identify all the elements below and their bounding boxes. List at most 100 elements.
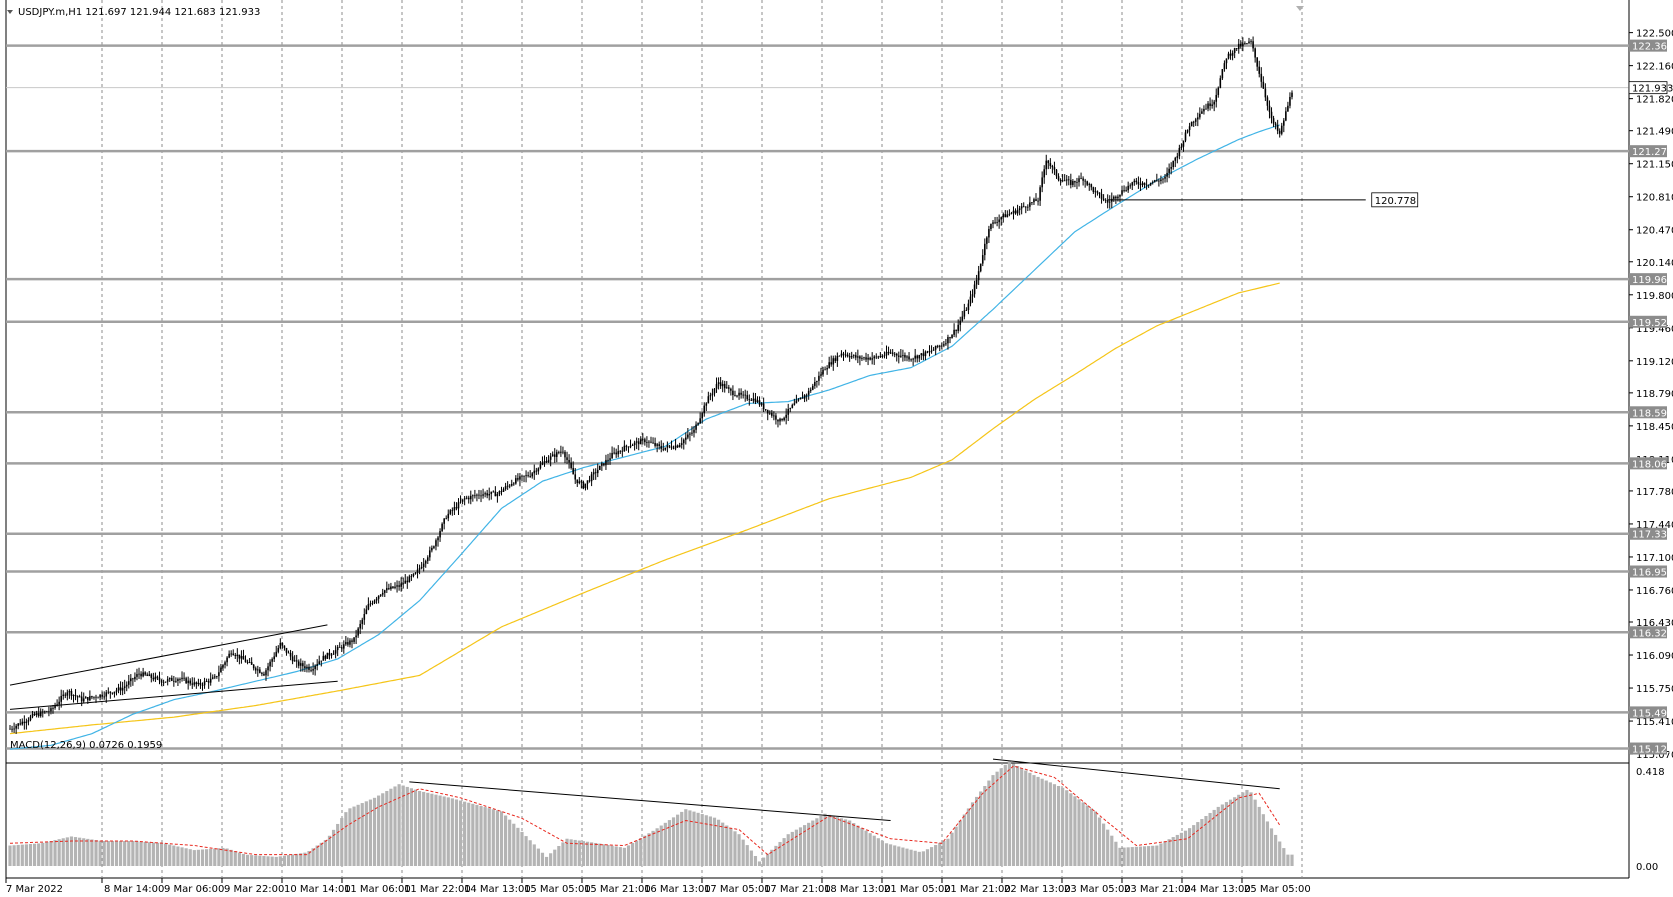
candle-body [752,398,755,401]
candle-body [1244,43,1246,44]
candle [994,217,996,225]
candle [132,677,134,686]
candle-body [984,243,986,256]
macd-bar [884,843,889,866]
candle-body [545,461,548,463]
candle [1024,206,1027,214]
marked-price-label: 120.778 [1375,196,1416,207]
candle [1117,194,1119,202]
candle-body [431,547,433,551]
candle-body [1229,53,1232,56]
candle [316,659,318,671]
candle-body [1254,48,1256,58]
candle [596,463,599,478]
candle-body [1049,163,1052,166]
candle [580,479,583,489]
macd-bar [123,841,127,866]
candle [1018,205,1021,216]
candle-body [357,628,359,636]
candle-body [213,676,216,678]
candle-body [1041,177,1043,188]
macd-bar [1274,834,1278,866]
candle [1129,183,1132,189]
candle-body [1176,156,1179,158]
candle-body [852,355,855,357]
horizontal-levels[interactable] [6,44,1629,750]
candle [744,389,747,402]
candle [768,410,771,415]
candle [113,691,116,698]
candle-body [1227,53,1230,59]
candle [811,383,814,391]
macd-trend-line-0[interactable] [409,781,891,822]
candle [830,355,833,367]
candle [611,446,613,459]
level-label-text: 118.590 [1632,408,1673,419]
candle [1008,209,1011,217]
candle [740,388,742,399]
macd-bar [135,841,139,866]
candle-body [826,368,828,370]
candle [82,692,85,703]
candle-body [508,485,511,487]
candle [64,692,67,699]
candle-body [1225,58,1228,64]
candle [269,659,271,672]
candle [594,468,597,480]
candle [734,390,736,397]
macd-bar [1265,821,1270,866]
candle [222,663,224,671]
candle-body [70,691,73,696]
candle [336,644,339,657]
macd-trend-line-1[interactable] [992,758,1280,790]
candle-body [965,310,968,311]
macd-bar [196,849,201,866]
candle [306,664,308,673]
candle [1002,212,1005,223]
candle-body [1147,184,1150,186]
candle [1119,194,1121,203]
candle-body [678,444,681,448]
candle [396,580,398,593]
trend-line-1[interactable] [9,680,338,710]
candle-body [48,711,50,713]
candle-body [447,513,450,519]
candle [560,445,562,457]
candle-body [758,400,761,405]
candle-body [1119,194,1121,197]
candle [703,402,706,417]
marked-price-box[interactable] [1371,192,1419,208]
candle-body [691,432,693,434]
candle-body [549,456,552,460]
candle-body [941,345,943,347]
macd-bar [78,837,82,866]
macd-bar [770,849,774,866]
candle [957,319,959,334]
candle-body [193,682,196,685]
candle-body [1065,179,1068,181]
candle [390,582,392,591]
candle [1022,202,1025,208]
candle [361,617,364,630]
candle-body [1024,206,1027,208]
collapse-arrow-icon[interactable] [7,10,13,14]
trend-lines-layer[interactable]: 120.778 [9,192,1419,710]
candle-body [887,351,890,354]
trend-line-0[interactable] [9,624,328,686]
candle [1260,67,1263,88]
candle-body [1178,147,1181,157]
time-scale[interactable]: 7 Mar 2022 8 Mar 14:00 9 Mar 06:00 9 Mar 22… [5,878,1311,895]
candle-body [1149,182,1152,185]
shift-marker-icon[interactable] [1296,6,1304,11]
candle-body [1029,202,1031,207]
candle-body [318,661,321,665]
time-tick-label: 15 Mar 05:00 [524,884,591,895]
candle [754,392,757,405]
candle [590,471,593,487]
candle-body [570,462,572,469]
candle [31,710,34,719]
candle-body [345,642,347,645]
candle-body [392,586,394,588]
